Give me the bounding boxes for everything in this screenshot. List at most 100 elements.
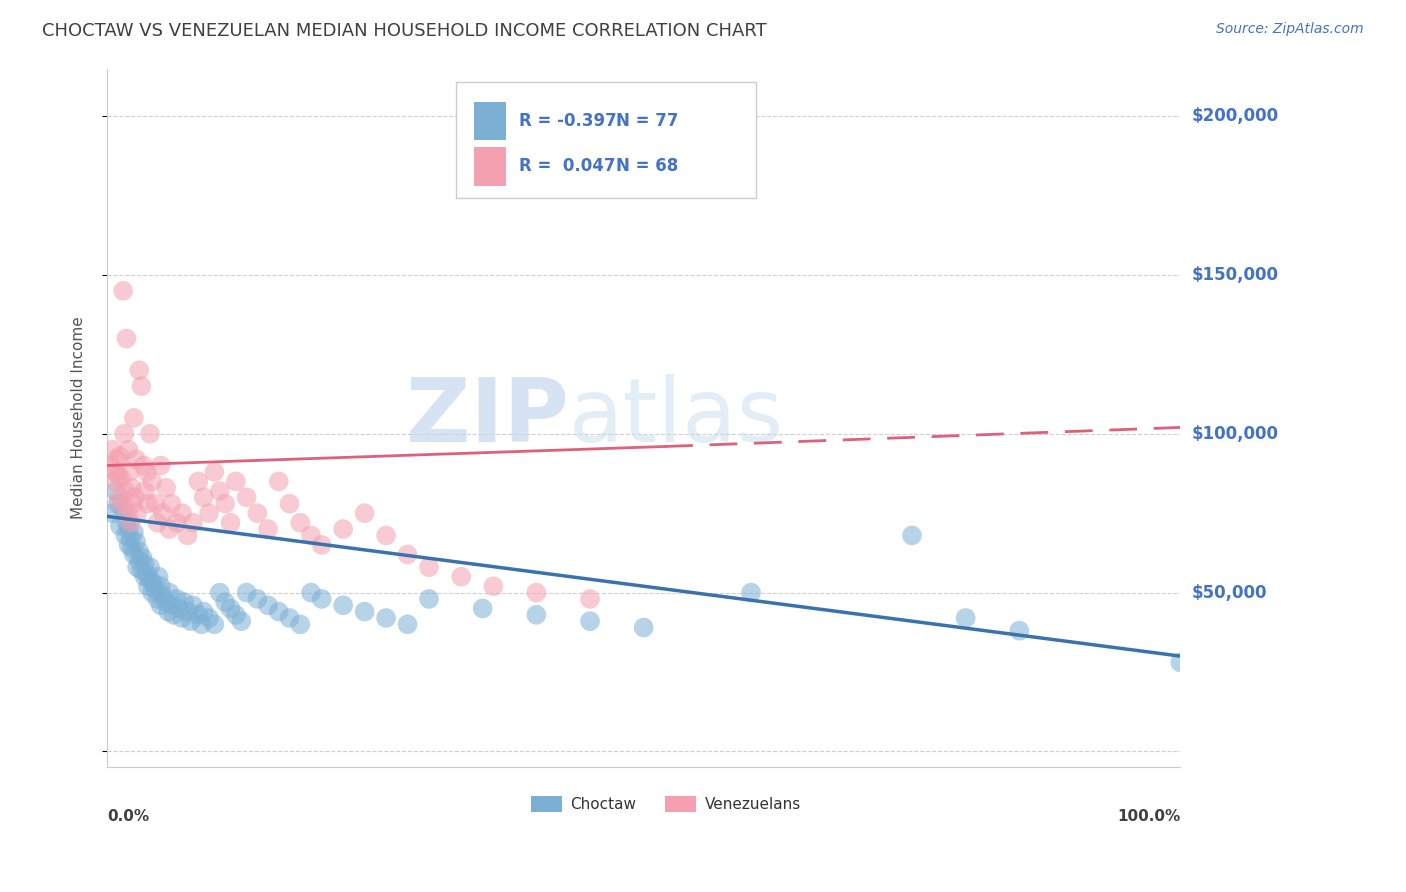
- Text: 100.0%: 100.0%: [1116, 809, 1180, 824]
- Point: [471, 601, 494, 615]
- Point: [128, 544, 150, 558]
- Point: [219, 516, 242, 530]
- Point: [139, 560, 162, 574]
- Point: [127, 506, 149, 520]
- Point: [117, 522, 139, 536]
- Point: [146, 516, 169, 530]
- Point: [127, 560, 149, 574]
- Point: [108, 449, 131, 463]
- Point: [160, 497, 183, 511]
- Point: [482, 579, 505, 593]
- Text: Choctaw: Choctaw: [571, 797, 637, 812]
- Point: [418, 591, 440, 606]
- Point: [148, 570, 170, 584]
- Point: [353, 506, 375, 520]
- Point: [135, 566, 157, 581]
- Point: [128, 554, 150, 568]
- Point: [193, 491, 215, 505]
- Point: [299, 528, 322, 542]
- Point: [117, 538, 139, 552]
- Point: [332, 522, 354, 536]
- Point: [149, 579, 172, 593]
- Point: [125, 452, 148, 467]
- Point: [166, 516, 188, 530]
- Point: [740, 585, 762, 599]
- Point: [1168, 656, 1191, 670]
- Point: [112, 284, 135, 298]
- Point: [353, 605, 375, 619]
- Point: [524, 607, 547, 622]
- Point: [134, 557, 156, 571]
- Text: Source: ZipAtlas.com: Source: ZipAtlas.com: [1216, 22, 1364, 37]
- Point: [173, 595, 195, 609]
- Text: ZIP: ZIP: [406, 375, 568, 461]
- Point: [107, 468, 129, 483]
- Point: [145, 497, 167, 511]
- Point: [114, 528, 136, 542]
- Point: [155, 595, 177, 609]
- Point: [103, 475, 125, 489]
- Point: [134, 570, 156, 584]
- Point: [235, 585, 257, 599]
- Point: [579, 591, 602, 606]
- Point: [418, 560, 440, 574]
- Point: [101, 442, 124, 457]
- Point: [152, 506, 174, 520]
- Point: [141, 475, 163, 489]
- Point: [114, 483, 136, 498]
- Text: $200,000: $200,000: [1191, 107, 1278, 125]
- Point: [633, 620, 655, 634]
- Point: [202, 617, 225, 632]
- Point: [131, 379, 153, 393]
- Point: [180, 614, 202, 628]
- Point: [187, 475, 209, 489]
- Point: [193, 605, 215, 619]
- Point: [124, 491, 146, 505]
- Point: [152, 589, 174, 603]
- Text: N = 68: N = 68: [616, 157, 678, 176]
- Text: $100,000: $100,000: [1191, 425, 1278, 442]
- Point: [104, 483, 127, 498]
- Point: [396, 548, 419, 562]
- Text: Venezuelans: Venezuelans: [704, 797, 800, 812]
- Point: [198, 611, 221, 625]
- Point: [299, 585, 322, 599]
- Point: [172, 506, 194, 520]
- Point: [125, 534, 148, 549]
- Point: [901, 528, 924, 542]
- Text: R = -0.397: R = -0.397: [519, 112, 617, 130]
- Point: [112, 426, 135, 441]
- Point: [134, 483, 156, 498]
- Point: [110, 471, 132, 485]
- Point: [145, 582, 167, 597]
- Point: [290, 516, 312, 530]
- Point: [121, 497, 143, 511]
- Point: [278, 611, 301, 625]
- Point: [136, 497, 159, 511]
- Point: [122, 525, 145, 540]
- Point: [122, 548, 145, 562]
- Point: [149, 599, 172, 613]
- Point: [311, 591, 333, 606]
- Point: [131, 550, 153, 565]
- Point: [141, 585, 163, 599]
- Bar: [531, 797, 561, 812]
- Point: [121, 481, 143, 495]
- Point: [579, 614, 602, 628]
- Point: [257, 599, 280, 613]
- Point: [132, 458, 155, 473]
- Point: [231, 614, 253, 628]
- Point: [146, 591, 169, 606]
- Text: atlas: atlas: [568, 375, 783, 461]
- Point: [1008, 624, 1031, 638]
- Point: [235, 491, 257, 505]
- Point: [202, 465, 225, 479]
- Point: [181, 516, 204, 530]
- Point: [108, 491, 131, 505]
- Point: [187, 607, 209, 622]
- Point: [225, 475, 247, 489]
- Point: [120, 532, 142, 546]
- Point: [267, 605, 290, 619]
- Point: [115, 516, 138, 530]
- Point: [139, 573, 162, 587]
